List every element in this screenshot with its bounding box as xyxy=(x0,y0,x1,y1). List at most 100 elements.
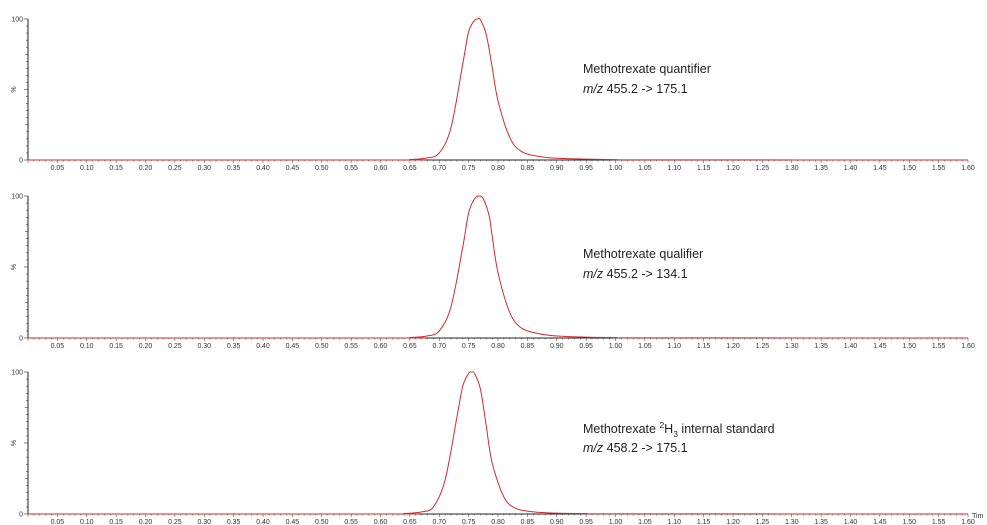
x-tick-label: 1.45 xyxy=(873,343,887,350)
x-tick-label: 0.60 xyxy=(374,519,388,525)
x-tick-label: 0.25 xyxy=(168,165,182,172)
annotation-isotope-superscript: 2 xyxy=(659,420,664,430)
x-tick-label: 1.40 xyxy=(844,519,858,525)
x-tick-label: 0.80 xyxy=(491,165,505,172)
x-tick-label: 0.70 xyxy=(432,165,446,172)
x-tick-label: 1.25 xyxy=(756,519,770,525)
x-tick-label: 0.55 xyxy=(344,519,358,525)
x-tick-label: 1.40 xyxy=(844,343,858,350)
x-tick-label: 1.50 xyxy=(902,519,916,525)
chromatogram-trace xyxy=(27,195,969,339)
x-tick-label: 1.45 xyxy=(873,165,887,172)
chromatogram-panel-3: 0.05 0.10 0.15 0.20 0.25 0.30 0.35 0.40 0.45 0.50… xyxy=(11,370,984,525)
x-tick-label: 0.45 xyxy=(286,519,300,525)
y-tick-label: 0 xyxy=(19,512,23,519)
x-tick-label: 0.05 xyxy=(51,343,65,350)
annotation-compound: Methotrexate quantifier xyxy=(583,62,711,76)
y-axis-label: % xyxy=(11,86,18,92)
annotation-compound: Methotrexate 2H3 internal standard xyxy=(583,420,775,439)
x-tick-label: 0.35 xyxy=(227,343,241,350)
annotation-compound: Methotrexate qualifier xyxy=(583,247,703,261)
x-tick-label: 0.10 xyxy=(80,519,94,525)
x-tick-label: 0.30 xyxy=(197,519,211,525)
annotation-mz-value: 455.2 -> 134.1 xyxy=(603,267,687,281)
annotation-mz-prefix: m/z xyxy=(583,441,604,455)
x-tick-label: 0.80 xyxy=(491,343,505,350)
x-tick-label: 1.25 xyxy=(756,165,770,172)
chromatogram-panel-2: 0.05 0.10 0.15 0.20 0.25 0.30 0.35 0.40 0.45 0.50… xyxy=(11,194,975,351)
annotation-mz-prefix: m/z xyxy=(583,267,604,281)
x-tick-label: 0.30 xyxy=(197,343,211,350)
x-tick-label: 0.40 xyxy=(256,165,270,172)
x-tick-label: 0.15 xyxy=(109,165,123,172)
y-axis-label: % xyxy=(11,264,18,270)
x-tick-label: 0.90 xyxy=(550,343,564,350)
x-tick-label: 1.60 xyxy=(961,519,975,525)
x-tick-label: 0.10 xyxy=(80,165,94,172)
x-tick-label: 0.50 xyxy=(315,343,329,350)
x-tick-label: 0.25 xyxy=(168,343,182,350)
x-tick-label: 0.15 xyxy=(109,519,123,525)
annotation-isotope-subscript: 3 xyxy=(673,429,678,439)
annotation-transition: m/z 455.2 -> 134.1 xyxy=(583,267,688,281)
x-tick-label: 0.20 xyxy=(139,343,153,350)
x-tick-label: 1.10 xyxy=(667,519,681,525)
x-tick-label: 0.85 xyxy=(521,519,535,525)
x-tick-label: 0.40 xyxy=(256,343,270,350)
x-tick-label: 0.40 xyxy=(256,519,270,525)
y-tick-label: 100 xyxy=(11,17,23,24)
x-tick-label: 1.25 xyxy=(756,343,770,350)
x-tick-label: 0.70 xyxy=(432,519,446,525)
x-tick-label: 0.75 xyxy=(462,165,476,172)
x-tick-label: 0.20 xyxy=(139,519,153,525)
x-tick-label: 1.15 xyxy=(697,519,711,525)
x-tick-label: 0.20 xyxy=(139,165,153,172)
annotation-mz-value: 458.2 -> 175.1 xyxy=(603,441,687,455)
x-tick-label: 0.05 xyxy=(51,519,65,525)
x-tick-label: 0.80 xyxy=(491,519,505,525)
annotation-compound-name: Methotrexate xyxy=(583,422,659,436)
x-tick-label: 1.00 xyxy=(609,519,623,525)
x-tick-label: 1.60 xyxy=(961,343,975,350)
x-tick-label: 1.20 xyxy=(726,519,740,525)
x-tick-label: 0.65 xyxy=(403,165,417,172)
annotation-standard-label: internal standard xyxy=(678,422,775,436)
x-tick-label: 0.75 xyxy=(462,519,476,525)
y-tick-label: 0 xyxy=(19,158,23,165)
annotation-transition: m/z 455.2 -> 175.1 xyxy=(583,82,688,96)
x-tick-label: 1.10 xyxy=(667,165,681,172)
x-tick-label: 0.50 xyxy=(315,519,329,525)
x-tick-label: 1.15 xyxy=(697,343,711,350)
x-tick-label: 1.20 xyxy=(726,343,740,350)
x-tick-label: 1.50 xyxy=(902,343,916,350)
x-tick-label: 1.10 xyxy=(667,343,681,350)
x-tick-label: 0.70 xyxy=(432,343,446,350)
x-tick-label: 0.65 xyxy=(403,343,417,350)
x-tick-label: 1.35 xyxy=(814,343,828,350)
x-tick-label: 1.55 xyxy=(932,165,946,172)
x-tick-label: 1.60 xyxy=(961,165,975,172)
y-tick-label: 100 xyxy=(11,370,23,377)
annotation-mz-prefix: m/z xyxy=(583,82,604,96)
x-tick-label: 0.25 xyxy=(168,519,182,525)
x-tick-label: 1.30 xyxy=(785,343,799,350)
x-tick-label: 0.50 xyxy=(315,165,329,172)
x-tick-label: 0.60 xyxy=(374,165,388,172)
x-tick-label: 0.90 xyxy=(550,519,564,525)
x-tick-label: 0.85 xyxy=(521,165,535,172)
x-tick-label: 0.75 xyxy=(462,343,476,350)
x-tick-label: 1.55 xyxy=(932,343,946,350)
x-tick-label: 0.10 xyxy=(80,343,94,350)
x-tick-label: 1.00 xyxy=(609,165,623,172)
chromatogram-trace xyxy=(27,371,969,515)
x-axis-label: Tim xyxy=(972,513,984,520)
x-tick-label: 0.35 xyxy=(227,519,241,525)
x-tick-label: 1.20 xyxy=(726,165,740,172)
x-tick-label: 0.90 xyxy=(550,165,564,172)
chromatogram-trace xyxy=(27,17,969,161)
x-tick-label: 1.50 xyxy=(902,165,916,172)
x-tick-label: 1.15 xyxy=(697,165,711,172)
x-tick-label: 1.30 xyxy=(785,165,799,172)
x-tick-label: 0.55 xyxy=(344,343,358,350)
